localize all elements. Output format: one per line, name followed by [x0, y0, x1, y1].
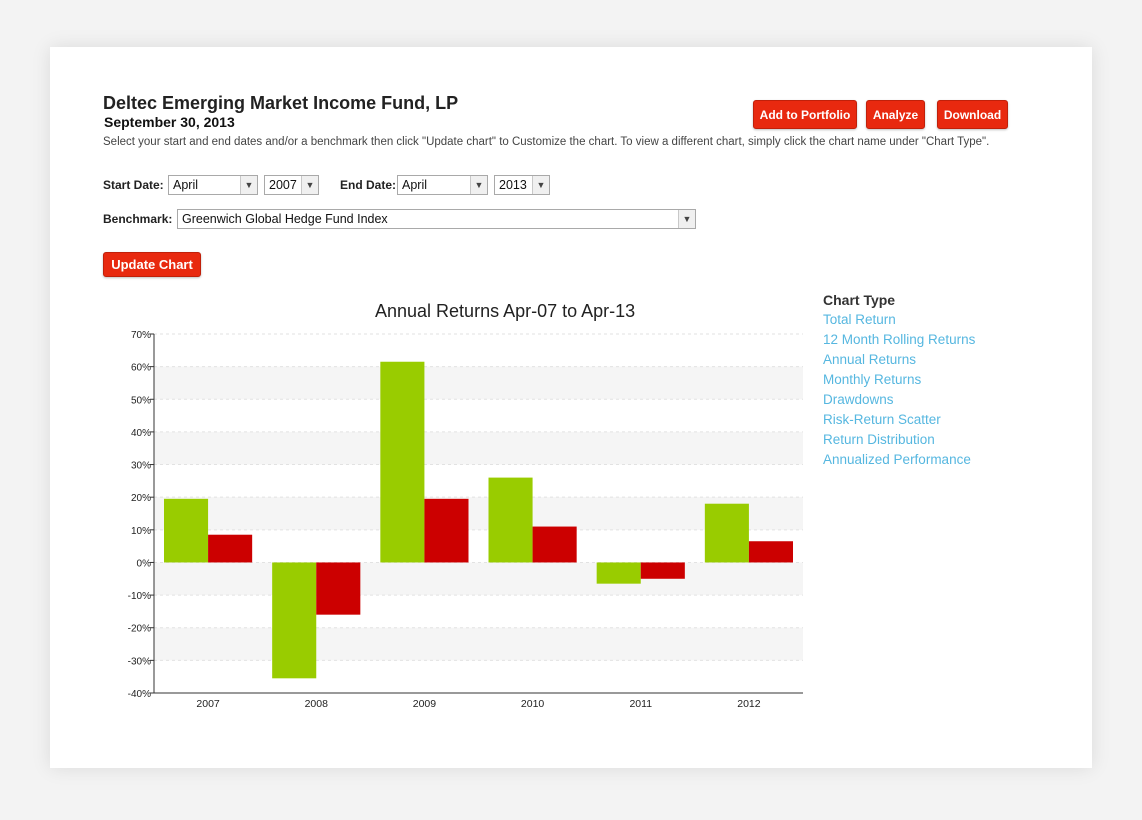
chevron-down-icon: ▼: [301, 176, 318, 194]
start-year-select[interactable]: 2007 ▼: [264, 175, 319, 195]
add-to-portfolio-button[interactable]: Add to Portfolio: [753, 100, 857, 129]
benchmark-bar: [748, 541, 793, 563]
benchmark-bar: [316, 562, 361, 615]
grid-band: [154, 366, 803, 400]
benchmark-select[interactable]: Greenwich Global Hedge Fund Index ▼: [177, 209, 696, 229]
x-tick-label: 2012: [737, 698, 761, 710]
chart-type-total-return[interactable]: Total Return: [823, 312, 896, 327]
fund-bar: [704, 503, 749, 563]
chart-type-12-month-rolling-returns[interactable]: 12 Month Rolling Returns: [823, 332, 976, 347]
chart-type-annualized-performance[interactable]: Annualized Performance: [823, 452, 971, 467]
benchmark-bar: [424, 498, 469, 563]
fund-bar: [164, 498, 209, 563]
start-month-select[interactable]: April ▼: [168, 175, 258, 195]
end-month-value: April: [402, 178, 428, 192]
chart-type-annual-returns[interactable]: Annual Returns: [823, 352, 917, 367]
start-date-label: Start Date:: [103, 178, 164, 192]
annual-returns-chart: -40% -30% -20% -10% 0% 10% 20% 30% 40% 50% 60% 70% 2…: [128, 330, 803, 710]
x-tick-label: 2010: [521, 698, 545, 710]
analyze-button[interactable]: Analyze: [866, 100, 925, 129]
y-tick-label: 30%: [131, 461, 151, 472]
x-tick-label: 2008: [305, 698, 329, 710]
x-tick-label: 2011: [629, 698, 652, 710]
grid-band: [154, 627, 803, 661]
fund-bar: [272, 562, 317, 679]
y-tick-label: 70%: [131, 330, 151, 341]
benchmark-bar: [208, 534, 253, 563]
grid-band: [154, 497, 803, 530]
update-chart-button[interactable]: Update Chart: [103, 252, 201, 277]
y-tick-label: 10%: [131, 526, 151, 537]
x-tick-label: 2007: [196, 698, 220, 710]
as-of-date: September 30, 2013: [104, 114, 235, 130]
end-date-label: End Date:: [340, 178, 397, 192]
end-year-select[interactable]: 2013 ▼: [494, 175, 550, 195]
chart-title: Annual Returns Apr-07 to Apr-13: [375, 301, 636, 321]
y-tick-label: -10%: [128, 591, 151, 602]
y-tick-label: -30%: [128, 656, 151, 667]
chevron-down-icon: ▼: [240, 176, 257, 194]
x-tick-label: 2009: [413, 698, 437, 710]
chevron-down-icon: ▼: [470, 176, 487, 194]
chart-type-risk-return-scatter[interactable]: Risk-Return Scatter: [823, 412, 941, 427]
fund-title: Deltec Emerging Market Income Fund, LP: [103, 93, 459, 113]
chart-type-monthly-returns[interactable]: Monthly Returns: [823, 372, 922, 387]
chart-type-drawdowns[interactable]: Drawdowns: [823, 392, 894, 407]
instructions-text: Select your start and end dates and/or a…: [103, 136, 990, 148]
end-month-select[interactable]: April ▼: [397, 175, 488, 195]
start-year-value: 2007: [269, 178, 297, 192]
y-tick-label: 60%: [131, 363, 151, 374]
fund-bar: [596, 562, 641, 584]
benchmark-bar: [532, 526, 577, 563]
chart-type-return-distribution[interactable]: Return Distribution: [823, 432, 935, 447]
y-tick-label: 0%: [137, 558, 152, 569]
content-card: Deltec Emerging Market Income Fund, LP S…: [50, 47, 1092, 768]
fund-bar: [488, 477, 533, 563]
benchmark-label: Benchmark:: [103, 212, 173, 226]
y-tick-label: 50%: [131, 395, 151, 406]
y-tick-label: 20%: [131, 493, 151, 504]
chevron-down-icon: ▼: [532, 176, 549, 194]
end-year-value: 2013: [499, 178, 527, 192]
grid-band: [154, 562, 803, 596]
y-tick-label: 40%: [131, 428, 151, 439]
grid-band: [154, 431, 803, 465]
start-month-value: April: [173, 178, 199, 192]
fund-bar: [380, 361, 425, 563]
benchmark-value: Greenwich Global Hedge Fund Index: [182, 212, 388, 226]
benchmark-bar: [640, 562, 685, 579]
download-button[interactable]: Download: [937, 100, 1008, 129]
chart-type-heading: Chart Type: [823, 292, 896, 308]
y-tick-label: -40%: [128, 689, 151, 700]
chevron-down-icon: ▼: [678, 210, 695, 228]
y-tick-label: -20%: [128, 624, 151, 635]
